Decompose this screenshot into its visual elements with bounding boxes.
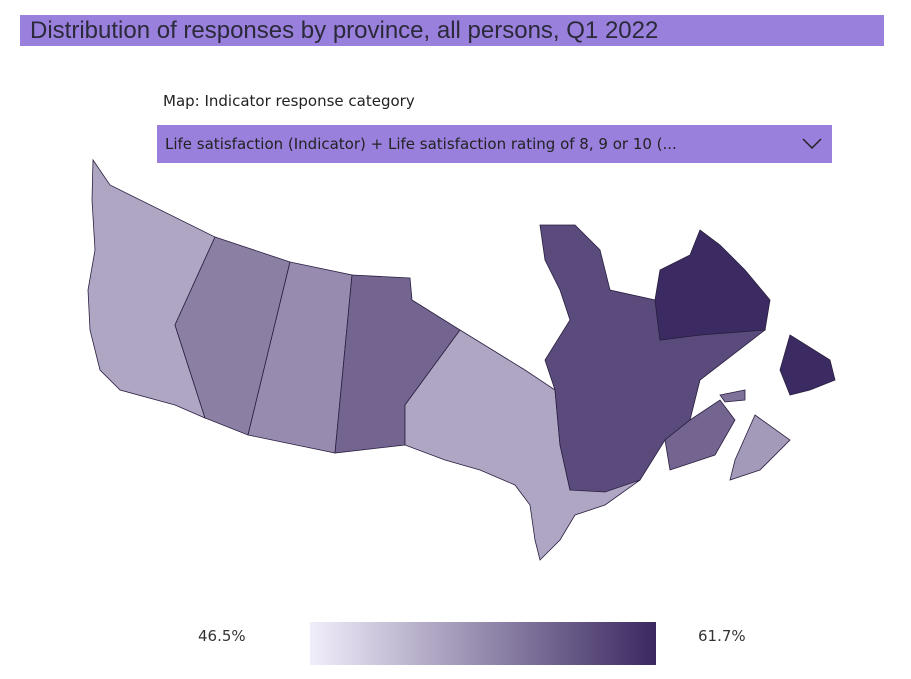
region xyxy=(779,334,836,396)
filter-label: Map: Indicator response category xyxy=(163,92,415,110)
region xyxy=(174,236,291,436)
dropdown-value: Life satisfaction (Indicator) + Life sat… xyxy=(165,135,677,153)
region xyxy=(729,414,791,481)
legend-max: 61.7% xyxy=(698,627,746,645)
chevron xyxy=(802,138,822,150)
region xyxy=(719,389,746,403)
region xyxy=(654,229,771,341)
region xyxy=(664,399,736,471)
provinces xyxy=(87,158,836,561)
dropdown[interactable]: Life satisfaction (Indicator) + Life sat… xyxy=(157,125,832,163)
title: Distribution of responses by province, a… xyxy=(20,15,884,46)
legend-min: 46.5% xyxy=(198,627,246,645)
color-scale xyxy=(310,622,656,665)
